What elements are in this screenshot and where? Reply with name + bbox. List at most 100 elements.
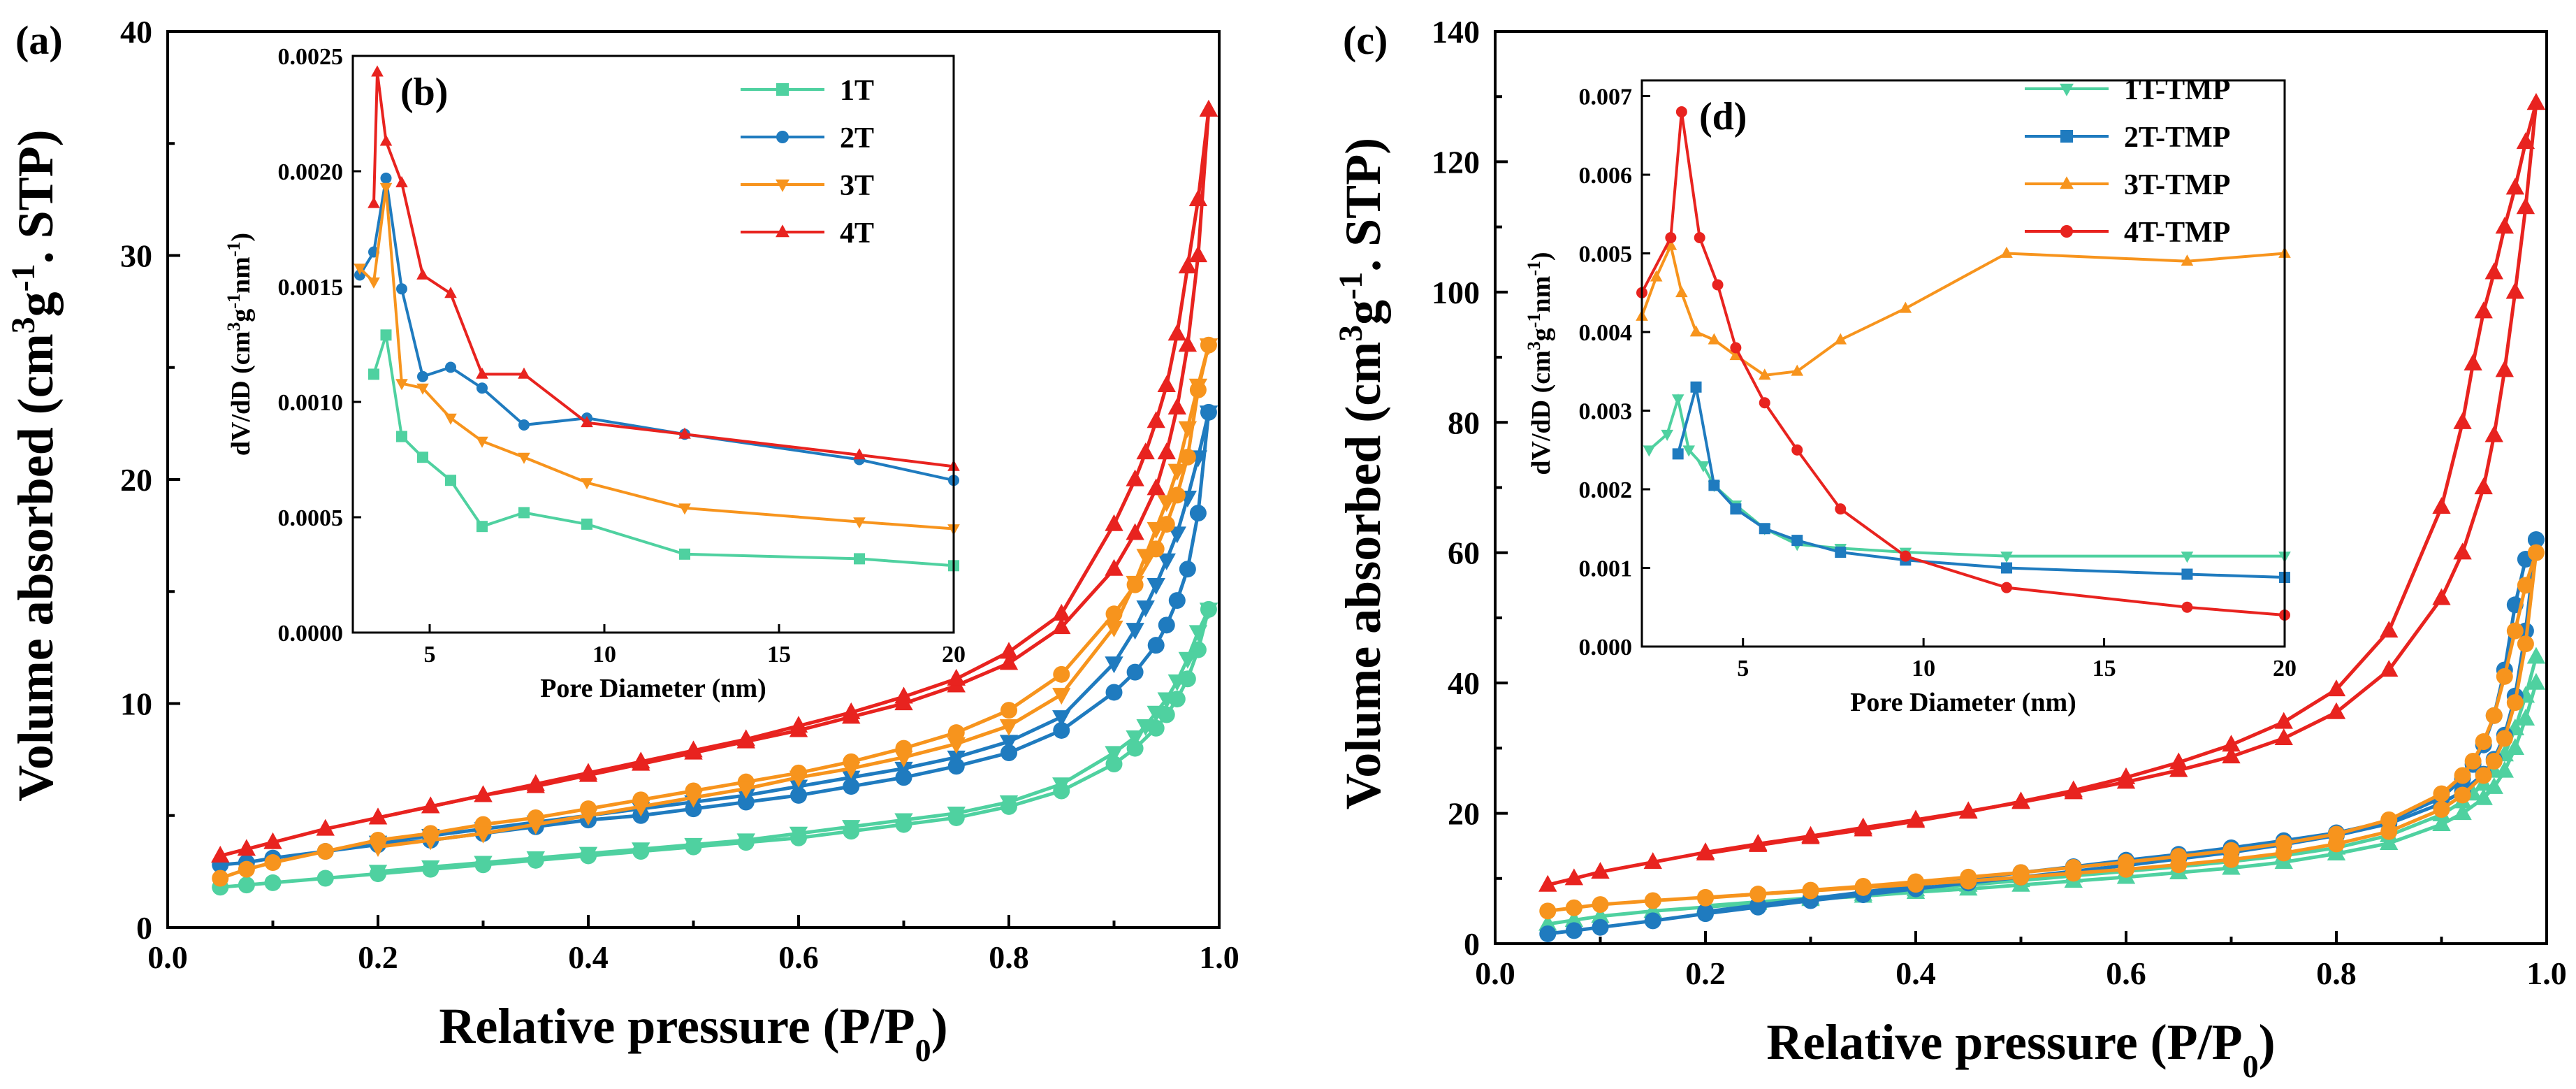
adsorption-point [2327, 702, 2346, 719]
desorption-point [2506, 622, 2524, 640]
x-tick-label: 10 [1912, 656, 1935, 681]
data-point [380, 329, 392, 341]
desorption-point [736, 833, 755, 851]
desorption-point [1105, 514, 1123, 531]
desorption-point [2012, 864, 2030, 881]
desorption-point [1178, 651, 1198, 669]
desorption-point [2453, 412, 2472, 429]
inset-y-title-sup: -1 [1524, 261, 1544, 276]
data-point [476, 521, 488, 533]
desorption-point [632, 842, 650, 860]
adsorption-point [316, 870, 334, 887]
data-point [2181, 568, 2193, 580]
x-tick-label: 5 [1737, 656, 1749, 681]
desorption-point [684, 740, 703, 758]
desorption-point [1854, 877, 1872, 895]
y-axis-title-main: Volume absorbed (cm [1335, 342, 1391, 809]
data-point [518, 367, 530, 379]
adsorption-point [947, 724, 965, 742]
data-point [476, 367, 488, 379]
adsorption-point [1157, 442, 1176, 460]
data-point [678, 503, 691, 515]
data-point [2000, 551, 2013, 563]
y-tick-label: 0.0010 [278, 390, 344, 416]
adsorption-point [1105, 756, 1123, 773]
series-4T-TMP [1538, 93, 2546, 892]
desorption-point [1147, 411, 1165, 428]
inset-panel-label: (b) [400, 71, 448, 114]
adsorption-point [316, 843, 334, 860]
adsorption-point [1178, 335, 1198, 352]
adsorption-point [2496, 730, 2513, 747]
data-point [1690, 381, 1702, 393]
desorption-point [2516, 132, 2535, 150]
x-tick-label: 10 [592, 642, 616, 668]
adsorption-point [1643, 900, 1662, 918]
data-point [1758, 368, 1771, 380]
data-point [1708, 479, 1720, 491]
desorption-point [1907, 873, 1924, 890]
desorption-point [1126, 469, 1144, 486]
series-4T-TMP [1636, 106, 2290, 621]
desorption-point [526, 774, 545, 791]
data-point [396, 283, 407, 295]
adsorption-point [264, 854, 282, 872]
desorption-point [578, 846, 598, 864]
inset-y-title-sup: -1 [224, 294, 244, 309]
desorption-point [1696, 843, 1715, 860]
inset-y-title-main: dV/dD (cm [226, 331, 256, 456]
desorption-point [1126, 730, 1144, 747]
desorption-point [1749, 835, 1768, 852]
desorption-point [2011, 791, 2030, 809]
desorption-point [2517, 577, 2534, 594]
adsorption-point [1000, 702, 1017, 719]
desorption-point [2464, 353, 2482, 370]
data-point [368, 368, 379, 380]
adsorption-point [1168, 592, 1186, 610]
line-4T [372, 71, 954, 468]
desorption-point [2116, 767, 2136, 784]
desorption-point [2328, 825, 2345, 843]
y-axis-title-mid: g [1335, 300, 1391, 325]
desorption-point [2274, 712, 2293, 729]
data-point [1730, 342, 1742, 354]
adsorption-point [2380, 823, 2398, 840]
adsorption-point [999, 653, 1019, 670]
data-point [1835, 503, 1847, 515]
adsorption-point [1592, 896, 1609, 914]
desorption-point [1052, 603, 1071, 621]
desorption-point [474, 785, 493, 802]
y-tick-label: 0 [1464, 926, 1480, 962]
series-4T [368, 65, 960, 471]
adsorption-point [237, 839, 256, 856]
y-tick-label: 0.003 [1579, 399, 1633, 425]
legend-label-4T: 4T [840, 217, 874, 250]
data-point [853, 448, 866, 460]
adsorption-point [1053, 721, 1070, 739]
adsorption-point [1105, 605, 1123, 623]
desorption-point [526, 817, 545, 835]
series-2T-TMP [1672, 381, 2290, 583]
desorption-point [2118, 853, 2134, 871]
data-point [1650, 270, 1663, 282]
data-point [1697, 461, 1710, 473]
desorption-point [894, 761, 913, 779]
adsorption-point [1188, 245, 1208, 263]
data-point [417, 370, 428, 382]
desorption-point [1052, 777, 1071, 795]
desorption-point [1136, 549, 1155, 566]
desorption-point [736, 781, 755, 799]
desorption-point [1147, 578, 1165, 596]
desorption-point [2527, 544, 2545, 561]
data-point [1791, 535, 1803, 547]
adsorption-point [1643, 852, 1662, 870]
inset-y-title-sup: 3 [224, 322, 244, 331]
desorption-point [1126, 575, 1144, 593]
data-point [1729, 349, 1742, 361]
y-axis-title: Volume absorbed (cm3g-1. STP) [5, 129, 64, 801]
inset-y-title-end: ) [226, 233, 256, 242]
x-axis-title-sub: 0 [915, 1032, 931, 1068]
desorption-point [1157, 495, 1176, 512]
y-tick-label: 20 [1448, 796, 1480, 832]
desorption-point [1052, 688, 1071, 705]
